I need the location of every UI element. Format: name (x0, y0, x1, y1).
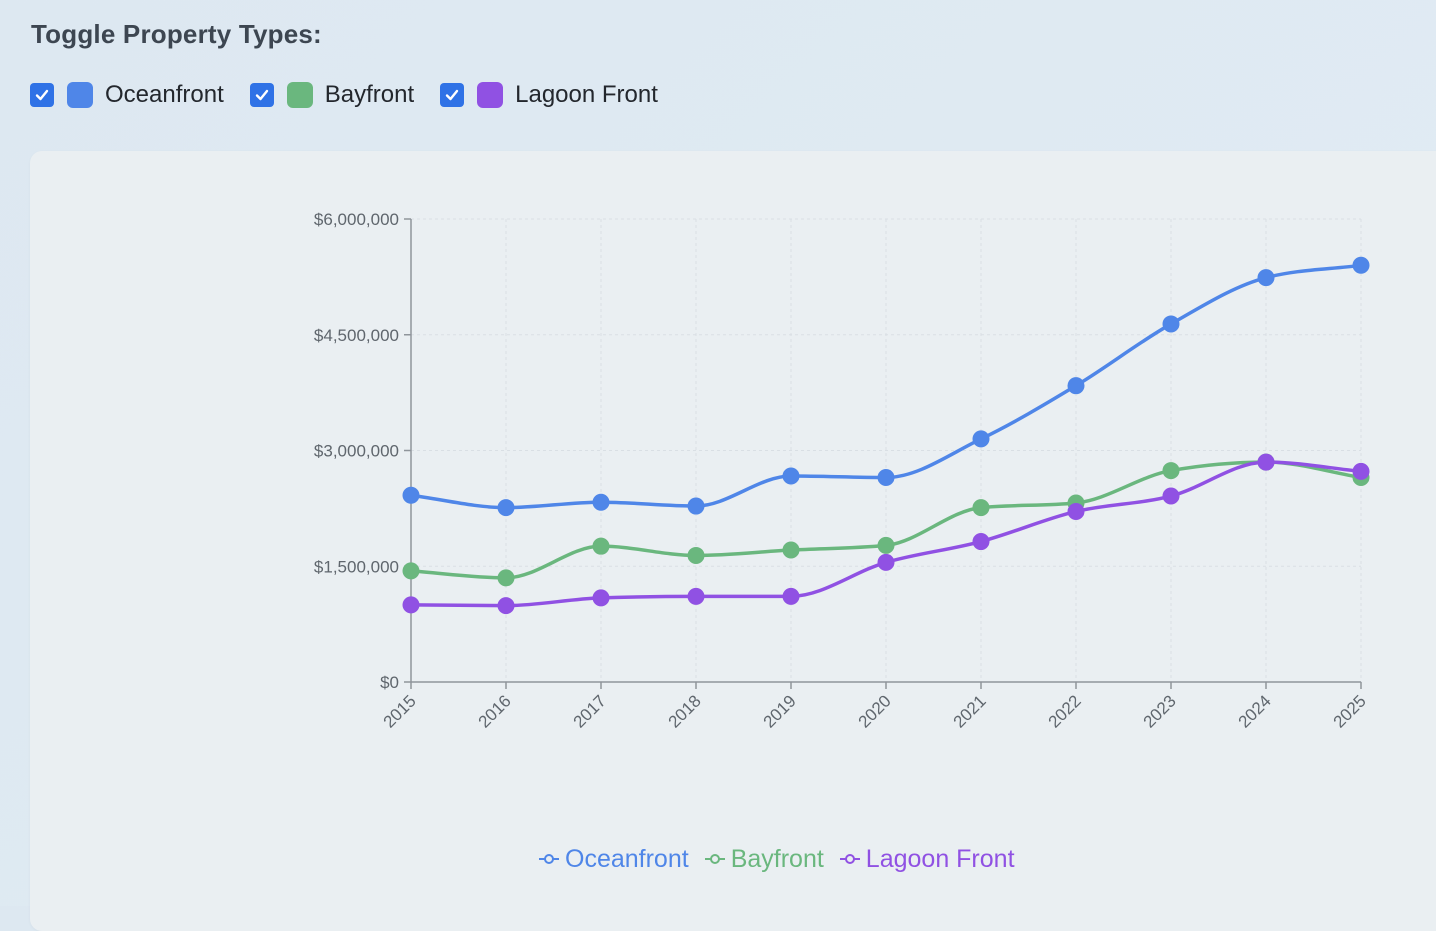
data-point-oceanfront (1257, 269, 1275, 287)
chart-legend: Oceanfront Bayfront Lagoon Front (537, 842, 1029, 876)
data-point-oceanfront (972, 430, 990, 448)
lagoon-front-checkbox[interactable] (440, 83, 465, 107)
data-point-lagoon-front (402, 596, 420, 614)
x-tick-label: 2020 (855, 691, 895, 731)
toggle-bayfront[interactable]: Bayfront (249, 81, 415, 109)
data-point-lagoon-front (782, 587, 800, 605)
legend-label: Oceanfront (565, 844, 689, 873)
lagoon-front-swatch (477, 82, 504, 108)
data-point-oceanfront (1352, 256, 1370, 274)
data-point-lagoon-front (1162, 487, 1180, 505)
data-point-bayfront (497, 569, 515, 587)
legend-line-icon (539, 854, 559, 864)
bayfront-checkbox[interactable] (249, 83, 274, 107)
property-type-toggles: Oceanfront Bayfront Lagoon Front (30, 80, 684, 110)
x-tick-label: 2016 (475, 691, 515, 731)
x-tick-label: 2015 (380, 691, 420, 731)
x-tick-label: 2023 (1140, 691, 1180, 731)
data-point-bayfront (402, 562, 420, 580)
data-point-oceanfront (877, 469, 895, 487)
oceanfront-swatch (67, 82, 93, 108)
data-point-oceanfront (687, 497, 705, 515)
toggle-lagoon-front[interactable]: Lagoon Front (440, 81, 658, 109)
data-point-lagoon-front (877, 553, 895, 571)
legend-line-icon (839, 854, 860, 864)
data-point-lagoon-front (592, 589, 610, 607)
data-point-bayfront (1162, 462, 1180, 480)
data-point-oceanfront (402, 486, 420, 504)
oceanfront-checkbox[interactable] (30, 83, 54, 107)
data-point-oceanfront (1067, 377, 1085, 395)
oceanfront-label: Oceanfront (105, 81, 224, 108)
y-tick-label: $4,500,000 (314, 326, 399, 345)
data-point-oceanfront (592, 493, 610, 511)
data-point-lagoon-front (972, 533, 990, 551)
lagoon-front-label: Lagoon Front (515, 81, 658, 108)
x-tick-label: 2024 (1235, 691, 1275, 731)
data-point-lagoon-front (687, 587, 705, 605)
data-point-oceanfront (1162, 315, 1180, 333)
data-point-oceanfront (497, 499, 515, 517)
data-point-bayfront (687, 546, 705, 564)
y-tick-label: $0 (380, 673, 399, 692)
data-point-lagoon-front (1257, 453, 1275, 471)
bayfront-label: Bayfront (324, 81, 415, 108)
bayfront-swatch (286, 82, 313, 108)
data-point-bayfront (877, 536, 895, 554)
legend-label: Bayfront (730, 844, 824, 873)
y-tick-label: $1,500,000 (314, 557, 399, 576)
data-point-bayfront (972, 499, 990, 517)
x-tick-label: 2025 (1330, 691, 1370, 731)
x-tick-label: 2019 (760, 691, 800, 731)
legend-label: Lagoon Front (865, 844, 1015, 873)
toggle-title: Toggle Property Types: (31, 19, 322, 49)
y-tick-label: $3,000,000 (314, 442, 399, 461)
data-point-lagoon-front (1352, 462, 1370, 480)
data-point-lagoon-front (497, 597, 515, 615)
legend-line-icon (704, 854, 725, 864)
legend-item-bayfront[interactable]: Bayfront (703, 845, 824, 874)
x-tick-label: 2022 (1045, 691, 1085, 731)
check-icon (35, 89, 49, 101)
legend-item-lagoon-front[interactable]: Lagoon Front (838, 845, 1015, 874)
check-icon (255, 89, 268, 101)
legend-item-oceanfront[interactable]: Oceanfront (537, 845, 689, 874)
y-tick-label: $6,000,000 (314, 210, 399, 229)
data-point-oceanfront (782, 467, 800, 485)
data-point-bayfront (592, 537, 610, 555)
chart-card (30, 151, 1436, 931)
price-line-chart: $0 $1,500,000 $3,000,000 $4,500,000 $6,000,0… (314, 210, 1370, 732)
data-point-bayfront (782, 541, 800, 559)
check-icon (445, 89, 459, 101)
x-tick-label: 2017 (570, 691, 610, 731)
x-tick-label: 2021 (950, 691, 990, 731)
data-point-lagoon-front (1067, 502, 1085, 520)
x-tick-label: 2018 (665, 691, 705, 731)
toggle-oceanfront[interactable]: Oceanfront (30, 81, 224, 109)
